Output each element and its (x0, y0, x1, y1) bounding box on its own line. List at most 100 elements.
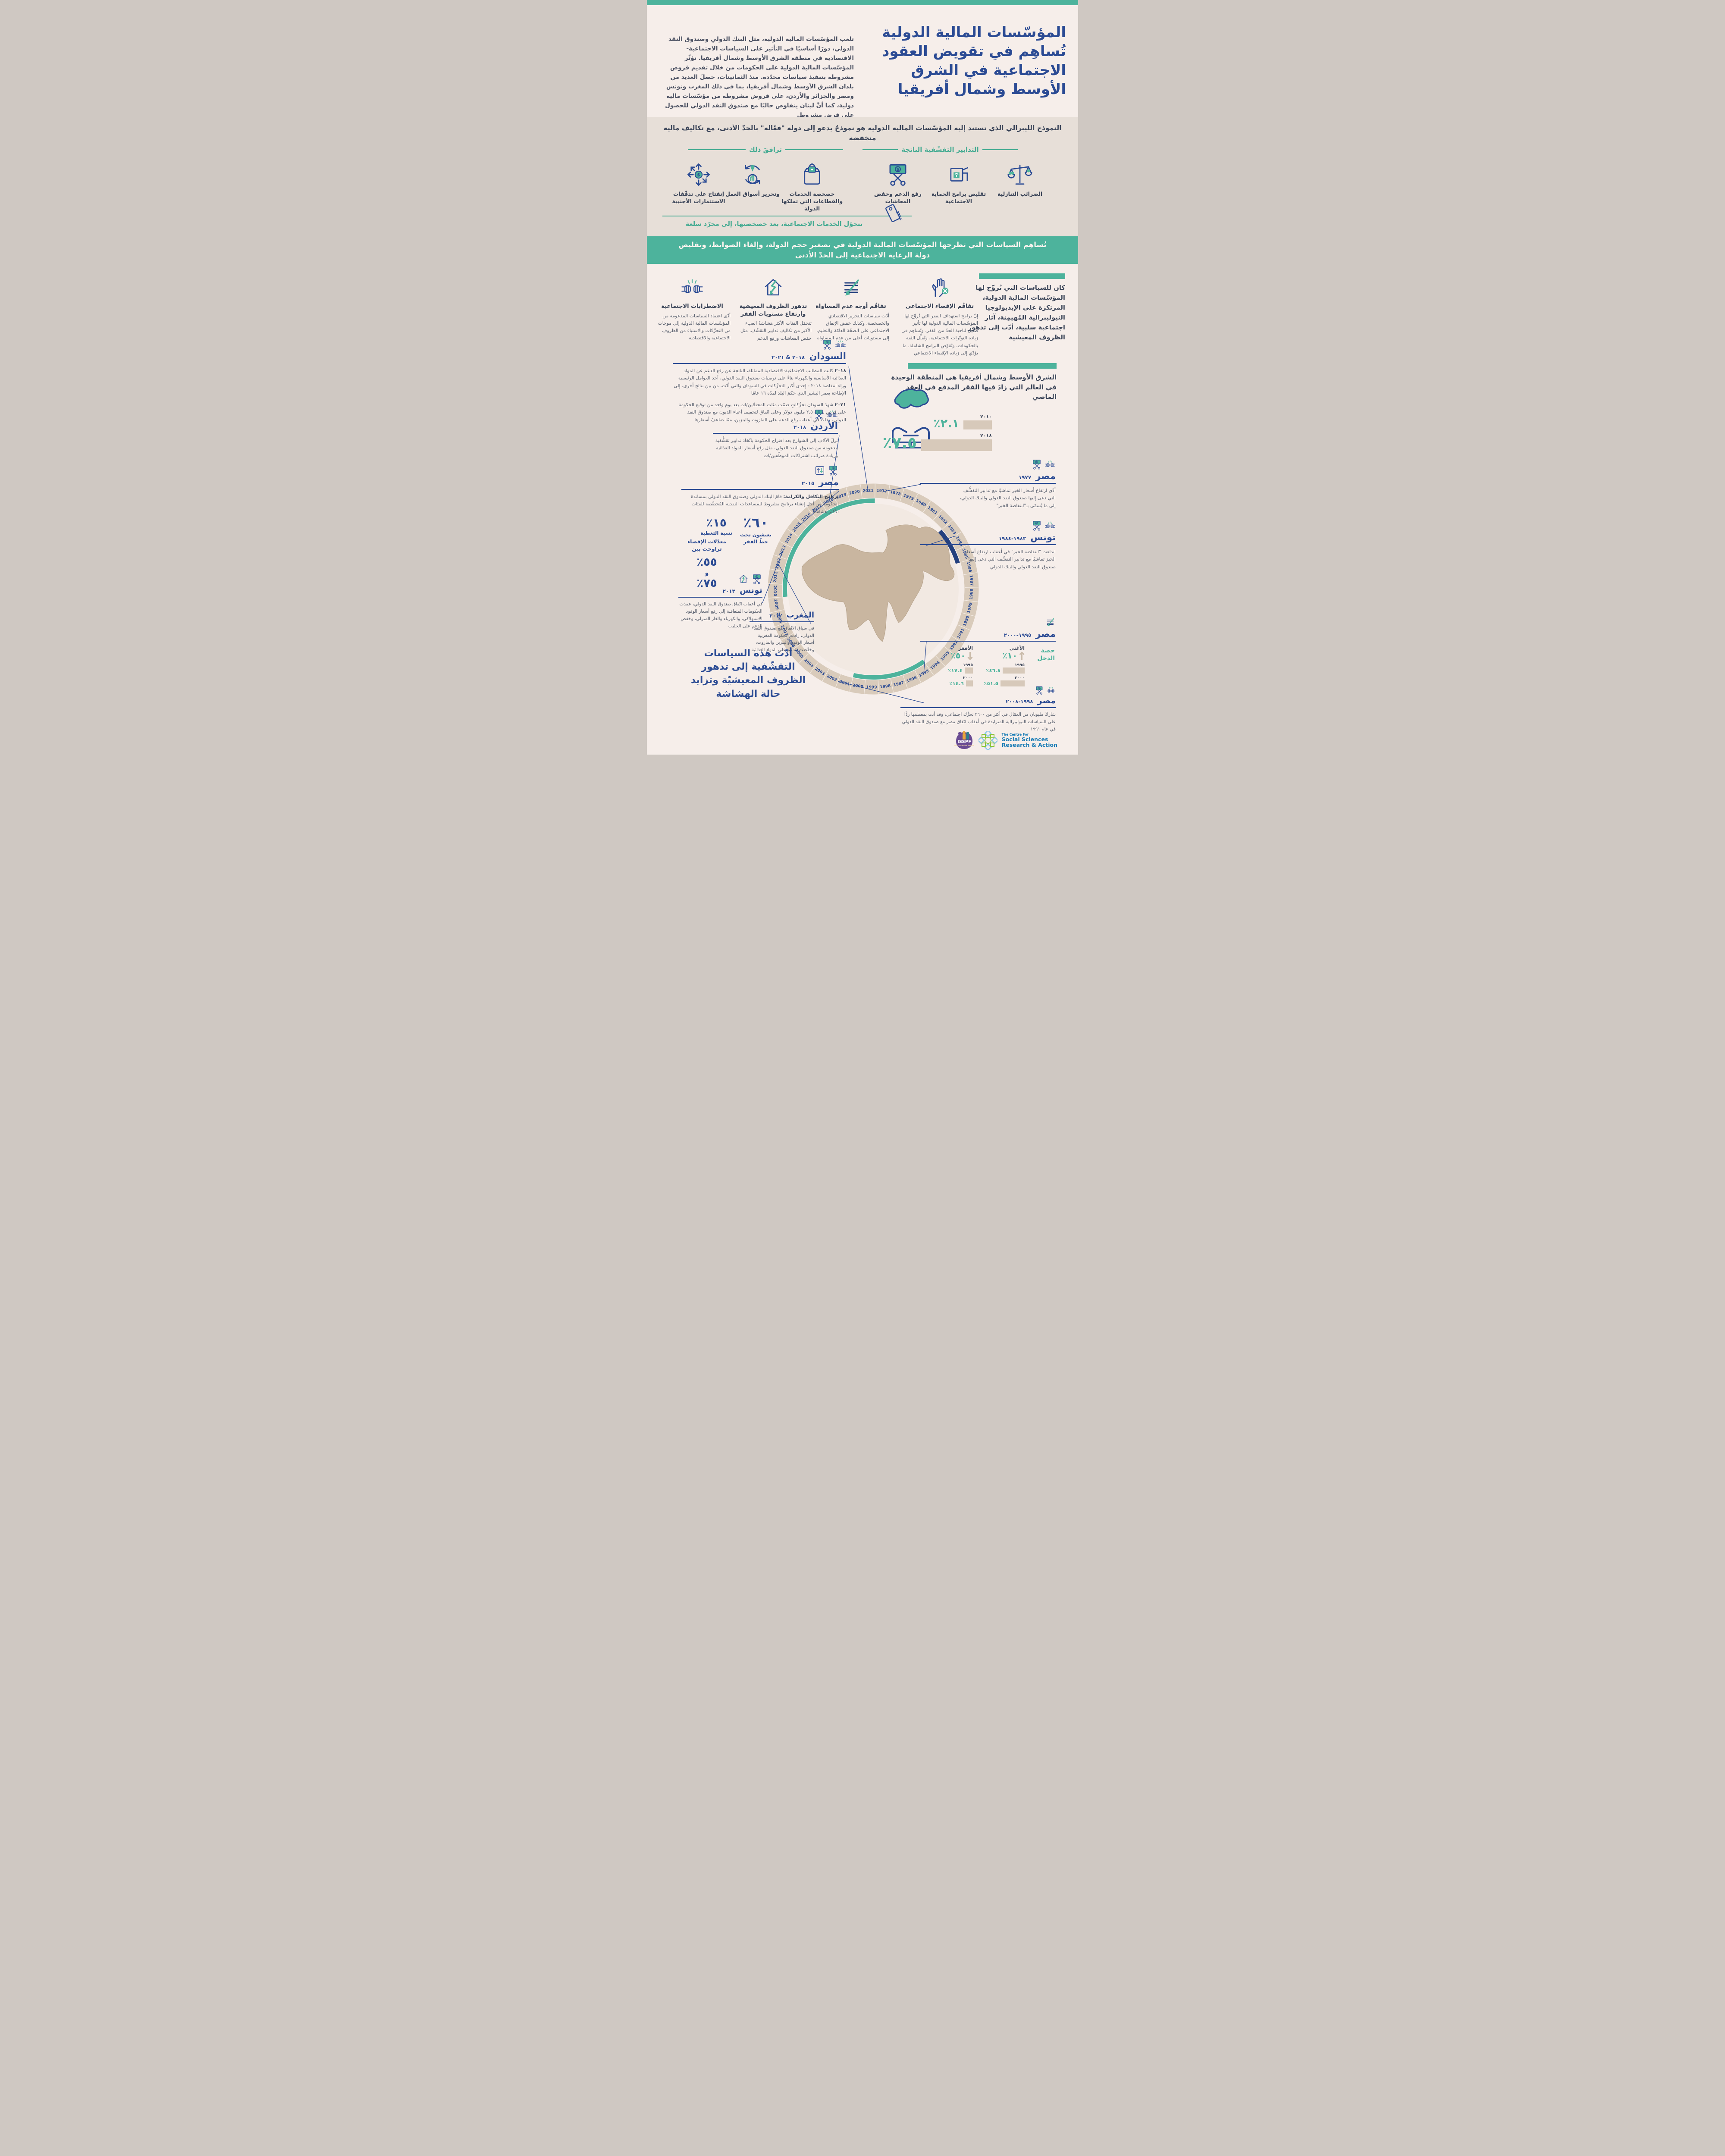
egypt2015-coverage-label: نسبة التغطية (700, 530, 732, 536)
heading-rule (900, 707, 1056, 708)
unrest-icon (1044, 520, 1056, 531)
timeline-year-2020: 2020 (849, 489, 860, 496)
cut-subsidies-icon (1031, 520, 1042, 531)
house-decline-icon (762, 276, 785, 299)
country-tunisia-1983: تونس ١٩٨٣-١٩٨٤ اندلعت "انتفاضة الخبز" في… (920, 520, 1056, 570)
egypt2015-text: برنامج التكافل والكرامة: قامَ البنك الدو… (691, 494, 839, 514)
jordan-text: نزلَ الآلاف إلى الشوارع بعد اقتراح الحكو… (715, 438, 838, 458)
country-jordan: الأردن ٢٠١٨ نزلَ الآلاف إلى الشوارع بعد … (713, 409, 838, 459)
heading-rule (678, 597, 762, 598)
country-icons (673, 339, 846, 350)
page-title: المؤسّسات المالية الدولية تُساهِم في تقو… (881, 23, 1066, 98)
country-sudan: السودان ٢٠١٨ & ٢٠٢١ ٢٠١٨ كانت المطالب ال… (673, 339, 846, 423)
divider-line (688, 149, 746, 150)
isspf-logo: ISSPF FOR THE MENA REGION (954, 731, 974, 749)
egypt2015-exclusion-stats: معدّلات الإقصاء تراوحت بين ٥٥٪ و ٧٥٪ (681, 538, 732, 589)
timeline-tick (846, 487, 850, 501)
poorest-group: الأفقر ٥٠٪ ١٩٩٥ ١٧.٤٪ ٢٠٠٠ ١٤.٦٪ (948, 646, 973, 686)
timeline-tick (864, 680, 866, 694)
footer-logos: ISSPF FOR THE MENA REGION The Centre For… (954, 730, 1057, 750)
timeline-tick (963, 572, 978, 575)
measure-regressive-taxes: الضرائب التنازلية (988, 162, 1052, 198)
cut-subsidies-icon (822, 339, 833, 350)
timeline-tick (809, 661, 819, 674)
infographic-page: المؤسّسات المالية الدولية تُساهِم في تقو… (647, 0, 1078, 755)
timeline-tick (933, 509, 943, 520)
country-heading: مصر ١٩٩٥-٢٠٠٠ (1004, 629, 1056, 639)
timeline-year-1978: 1978 (890, 490, 901, 497)
country-heading: السودان ٢٠١٨ & ٢٠٢١ (771, 351, 846, 361)
timeline-tick (964, 600, 978, 602)
timeline-tick (770, 568, 784, 572)
price-updown-icon (814, 465, 825, 476)
timeline-tick (860, 484, 862, 498)
sale-tag-icon: SALE (885, 204, 903, 222)
inc-bar-rich-1 (1000, 680, 1025, 686)
unrest-icon (681, 276, 704, 299)
impact-living-conditions: تدهور الظروف المعيشية وارتفاع مستويات ال… (735, 276, 812, 342)
divider-line (862, 149, 898, 150)
country-icons (920, 520, 1056, 531)
country-icons (920, 459, 1056, 470)
labor-market-icon (740, 162, 765, 187)
exclusion-high: ٧٥٪ (696, 577, 717, 590)
heading-rule (920, 544, 1056, 545)
exclusion-and: و (705, 569, 709, 577)
centre-logo-text: The Centre For Social Sciences Research … (1001, 732, 1057, 748)
accompanied-labor-market: وتحرير أسواق العمل (720, 162, 785, 198)
connector-line (883, 484, 922, 492)
exclusion-label: معدّلات الإقصاء تراوحت بين (687, 539, 726, 552)
measure-subsidies: رفع الدعم وخفض المعاشات (866, 162, 930, 205)
svg-text:ISSPF: ISSPF (957, 740, 971, 744)
country-heading: مصر ٢٠١٥ (801, 477, 839, 487)
inc-bar-rich-0 (1003, 667, 1025, 674)
timeline-year-2012: 2012 (775, 558, 782, 570)
cut-subsidies-icon (751, 573, 762, 585)
country-icons (681, 465, 839, 476)
scales-icon (1007, 162, 1032, 187)
timeline-year-2009: 2009 (773, 599, 779, 610)
impact-inequality: تفاقُم أوجه عدم المساواة أدّت سياسات الت… (812, 276, 889, 342)
hand-stop-icon (928, 276, 951, 299)
impact-unrest: الاضطرابات الاجتماعية أدّى اعتماد السياس… (654, 276, 731, 342)
cut-subsidies-icon (813, 409, 825, 420)
country-icons (920, 617, 1056, 628)
timeline-year-2003: 2003 (814, 667, 825, 677)
heading-rule (920, 641, 1056, 642)
timeline-year-2021: 2021 (862, 489, 874, 493)
country-heading: المغرب ٢٠١٢ (769, 611, 814, 620)
heading-rule (750, 621, 814, 622)
mena-poverty-stat: الشرق الأوسط وشمال أفريقيا هي المنطقة ال… (882, 363, 1057, 471)
timeline-year-2001: 2001 (839, 680, 850, 687)
timeline-tick (887, 485, 890, 499)
country-heading: تونس ١٩٨٣-١٩٨٤ (998, 532, 1056, 542)
measures-header: التدابير التقشّفية الناتجة (862, 146, 1018, 154)
timeline-tick (890, 678, 894, 693)
social-protection-cut-icon (946, 162, 971, 187)
liberal-model-statement: النموذج الليبرالي الذي تستند إليه المؤسّ… (663, 124, 1062, 142)
country-egypt-1998: مصر ١٩٩٨-٢٠٠٨ شاركَ مليونان من العمّال ف… (900, 686, 1056, 733)
country-tunisia-2013: تونس ٢٠١٣ في أعقاب اتّفاق صندوق النقد ال… (678, 573, 762, 630)
timeline-tick (912, 493, 918, 507)
accompanied-header: ترافقَ ذلك (688, 146, 843, 154)
timeline-year-1989: 1989 (967, 602, 973, 614)
bar-row-2018: ٢٠١٨ ٧.٥٪ (882, 433, 992, 452)
timeline-tick (835, 674, 841, 688)
cut-subsidies-icon (828, 465, 839, 476)
timeline-year-1999: 1999 (866, 685, 877, 689)
svg-text:FOR THE MENA REGION: FOR THE MENA REGION (954, 745, 974, 746)
country-egypt-2015: مصر ٢٠١٥ برنامج التكافل والكرامة: قامَ ا… (681, 465, 839, 555)
inc-bar-poor-0 (965, 667, 973, 674)
unrest-icon (1044, 459, 1056, 470)
connector-line (762, 551, 783, 603)
impacts-lead: كان للسياسات التي تُروِّج لها المؤسّسات … (966, 273, 1065, 343)
green-accent-bar (908, 363, 1057, 369)
timeline-tick (774, 554, 787, 560)
country-icons (900, 686, 1056, 695)
austerity-section: النموذج الليبرالي الذي تستند إليه المؤسّ… (647, 117, 1078, 236)
cut-subsidies-icon (1035, 686, 1044, 695)
unrest-icon (835, 339, 846, 350)
green-accent-bar (979, 273, 1065, 279)
timeline-year-2000: 2000 (852, 683, 863, 689)
commodification-note: تتحوّل الخدمات الاجتماعية، بعد خصخصتها، … (685, 221, 863, 228)
